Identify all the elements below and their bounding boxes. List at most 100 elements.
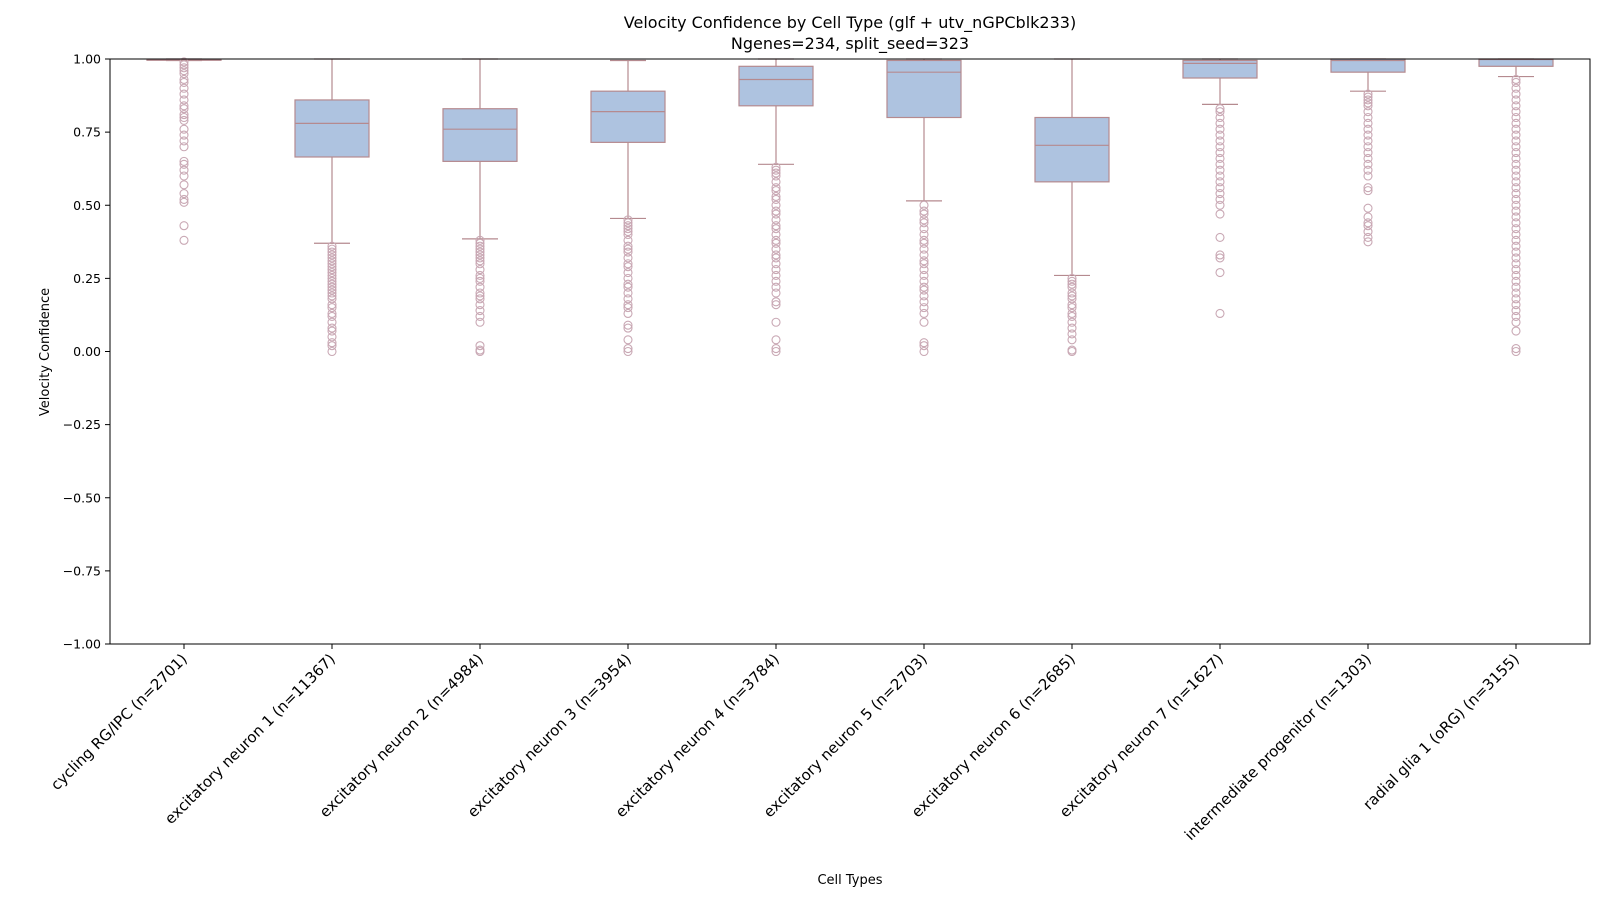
chart-subtitle: Ngenes=234, split_seed=323	[731, 34, 969, 54]
outlier-point	[623, 224, 633, 234]
box-iqr	[442, 108, 518, 162]
outlier-point	[327, 262, 337, 272]
outlier-point	[1511, 89, 1521, 99]
outlier-point	[919, 259, 929, 269]
outlier-point	[327, 241, 337, 251]
outlier-point	[179, 221, 189, 231]
outlier-point	[1215, 107, 1225, 117]
outlier-point	[1215, 118, 1225, 128]
outlier-point	[1511, 218, 1521, 228]
outlier-point	[179, 194, 189, 204]
boxes-layer	[146, 57, 1554, 357]
outlier-point	[327, 300, 337, 310]
x-tick-label: cycling RG/IPC (n=2701)	[47, 650, 191, 794]
outlier-point	[771, 191, 781, 202]
outlier-point	[1215, 189, 1225, 199]
outlier-point	[1511, 153, 1521, 163]
outlier-point	[475, 282, 485, 292]
outlier-point	[1067, 291, 1077, 301]
x-tick-label: excitatory neuron 6 (n=2685)	[908, 650, 1079, 821]
outlier-point	[919, 224, 929, 234]
box-iqr	[738, 65, 814, 107]
outlier-point	[1511, 142, 1521, 152]
outlier-point	[1511, 165, 1521, 175]
y-tick-label: 0.75	[73, 125, 101, 140]
outlier-point	[623, 259, 633, 269]
outlier-point	[179, 235, 189, 245]
outlier-point	[771, 215, 781, 225]
outlier-point	[919, 338, 929, 348]
outlier-point	[623, 221, 633, 231]
x-tick-label: excitatory neuron 5 (n=2703)	[760, 650, 931, 821]
outlier-point	[1215, 136, 1225, 146]
outlier-point	[475, 256, 485, 266]
outlier-point	[475, 259, 485, 269]
outlier-point	[1511, 95, 1521, 105]
y-tick-label: −0.25	[63, 417, 101, 432]
outlier-point	[919, 317, 929, 327]
outlier-point	[1067, 311, 1077, 321]
outlier-point	[1511, 74, 1521, 85]
outlier-point	[919, 282, 929, 292]
outlier-point	[1511, 112, 1521, 123]
outlier-point	[1511, 177, 1521, 187]
outlier-point	[919, 206, 929, 216]
outlier-point	[919, 297, 929, 307]
outlier-point	[771, 344, 781, 354]
outlier-point	[1215, 148, 1225, 158]
outlier-point	[1511, 288, 1521, 298]
outlier-point	[1363, 136, 1373, 146]
outlier-point	[1363, 98, 1373, 108]
outlier-point	[327, 259, 337, 269]
outlier-point	[771, 276, 781, 286]
box-group	[146, 57, 222, 245]
outlier-point	[327, 273, 337, 283]
outlier-point	[327, 267, 337, 278]
outlier-point	[1215, 104, 1225, 114]
outlier-point	[919, 215, 929, 225]
outlier-point	[1511, 311, 1521, 321]
outlier-point	[771, 300, 781, 310]
outlier-point	[623, 244, 633, 254]
outlier-point	[1363, 183, 1373, 193]
x-tick-label: radial glia 1 (oRG) (n=3155)	[1360, 650, 1523, 813]
x-axis-label: Cell Types	[817, 873, 882, 888]
outlier-point	[1511, 118, 1521, 128]
box-group	[1182, 58, 1258, 319]
outlier-point	[919, 303, 929, 313]
outlier-point	[179, 142, 189, 152]
outlier-point	[179, 95, 189, 105]
outlier-point	[623, 320, 633, 330]
outlier-point	[475, 288, 485, 298]
outlier-point	[1511, 305, 1521, 316]
outlier-point	[179, 136, 189, 146]
y-tick-label: 0.00	[73, 344, 101, 359]
outlier-point	[1067, 273, 1077, 283]
outlier-point	[475, 241, 485, 251]
outlier-point	[919, 250, 929, 260]
outlier-point	[475, 345, 485, 355]
outlier-point	[327, 346, 337, 357]
outlier-point	[327, 253, 337, 263]
outlier-point	[179, 124, 189, 134]
outlier-point	[475, 247, 485, 257]
outlier-point	[1511, 171, 1521, 181]
outlier-point	[771, 183, 781, 193]
outlier-point	[1215, 142, 1225, 152]
outlier-point	[179, 112, 189, 123]
outlier-point	[327, 282, 337, 292]
outlier-point	[623, 241, 633, 251]
outlier-point	[919, 308, 929, 319]
outlier-point	[1363, 165, 1373, 175]
outlier-point	[919, 285, 929, 295]
outlier-point	[1363, 212, 1373, 222]
outlier-point	[1363, 112, 1373, 123]
outlier-point	[1215, 194, 1225, 204]
outlier-point	[919, 209, 929, 219]
outlier-point	[179, 57, 189, 67]
box-iqr	[1182, 59, 1258, 79]
outlier-point	[1363, 227, 1373, 237]
outlier-point	[179, 69, 189, 79]
outlier-point	[475, 244, 485, 254]
outlier-point	[1215, 112, 1225, 123]
